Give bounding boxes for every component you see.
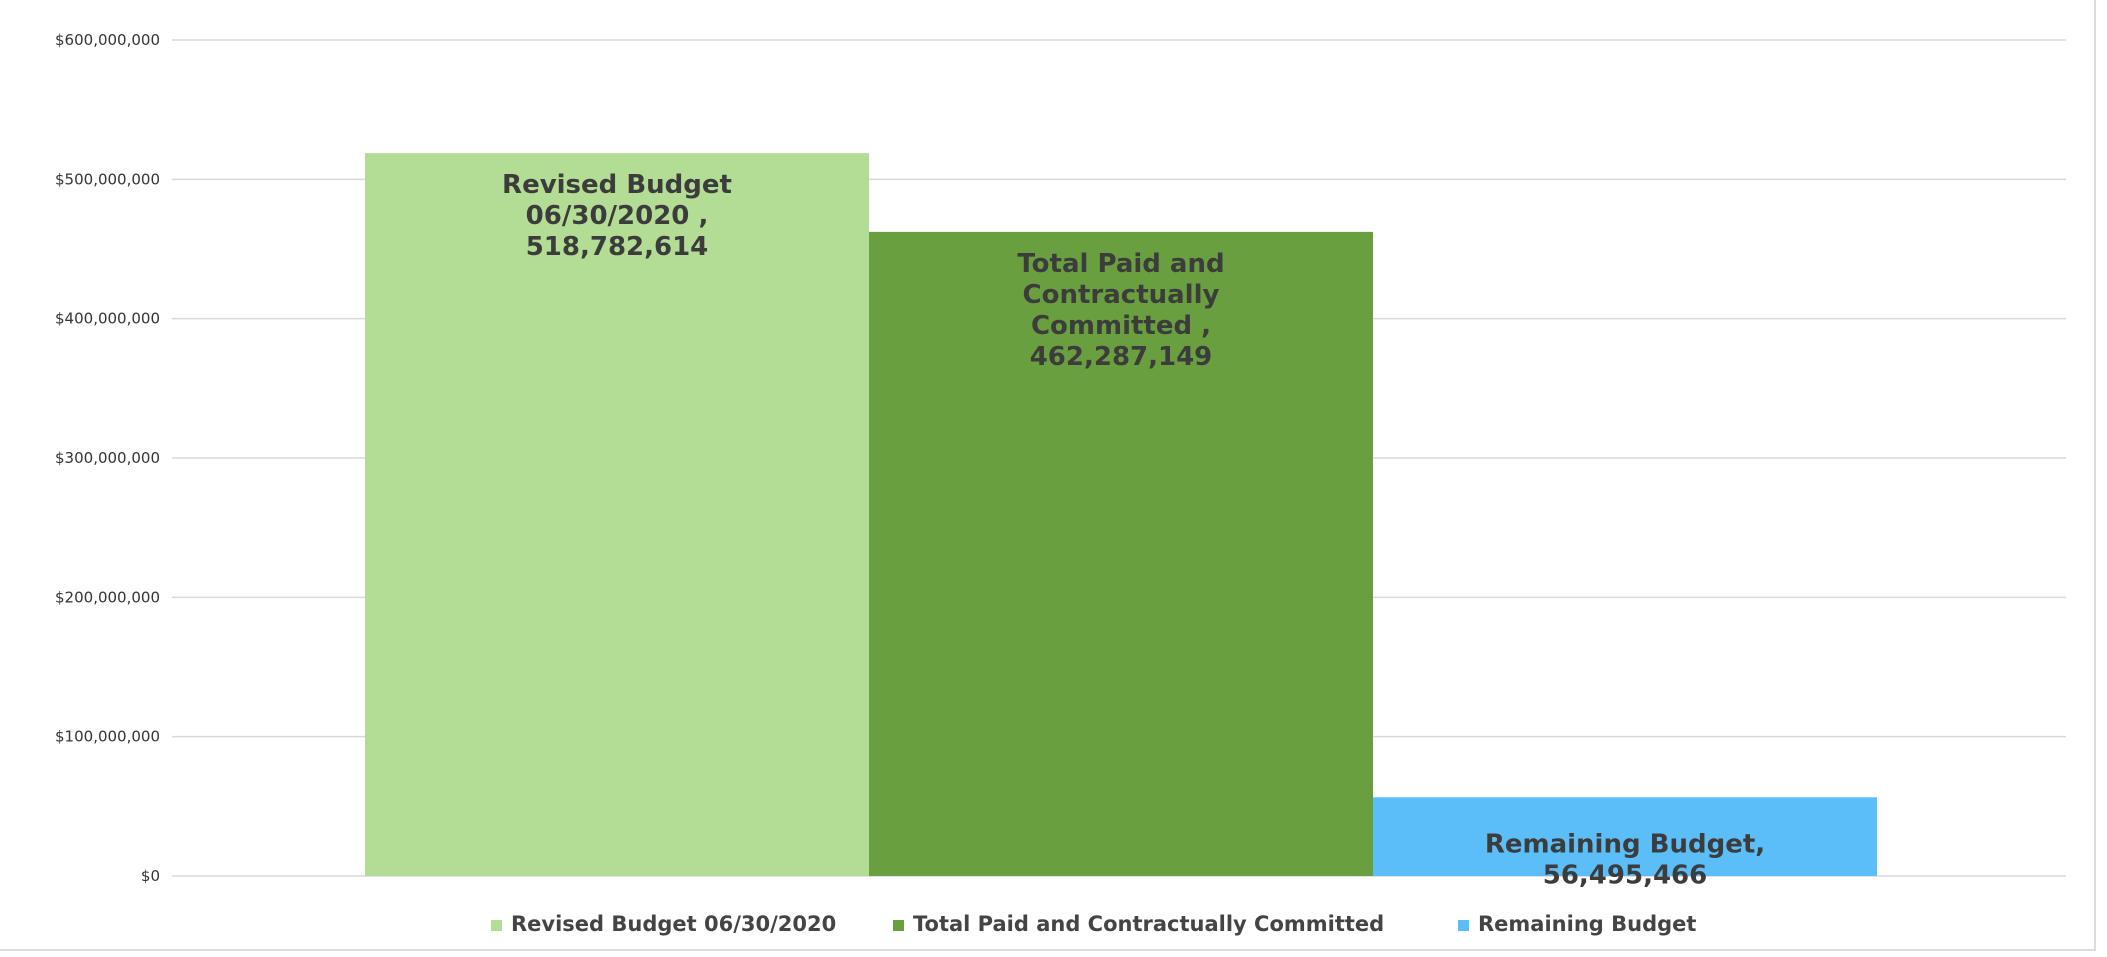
legend-label: Remaining Budget <box>1478 912 1696 936</box>
data-label: 518,782,614 <box>526 232 709 262</box>
bar <box>365 153 869 876</box>
y-tick-label: $0 <box>141 867 160 885</box>
y-axis-ticks: $0 $100,000,000 $200,000,000 $300,000,000 $4… <box>55 31 160 885</box>
legend-swatch <box>893 920 904 931</box>
y-tick-label: $200,000,000 <box>55 588 160 606</box>
y-tick-label: $500,000,000 <box>55 170 160 188</box>
bars <box>365 153 1877 877</box>
y-tick-label: $600,000,000 <box>55 31 160 49</box>
data-label: Remaining Budget, <box>1485 829 1765 859</box>
data-label: Committed , <box>1031 311 1211 341</box>
legend-label: Total Paid and Contractually Committed <box>913 912 1384 936</box>
data-label: 56,495,466 <box>1543 860 1707 890</box>
legend-swatch <box>491 920 502 931</box>
y-tick-label: $400,000,000 <box>55 310 160 328</box>
legend-label: Revised Budget 06/30/2020 <box>511 912 836 936</box>
data-label: 06/30/2020 , <box>526 201 709 231</box>
legend-swatch <box>1458 920 1469 931</box>
data-label: Revised Budget <box>502 170 732 200</box>
data-label: Total Paid and <box>1017 249 1224 279</box>
data-label: 462,287,149 <box>1030 342 1213 372</box>
legend: Revised Budget 06/30/2020 Total Paid and … <box>491 912 1696 936</box>
data-label: Contractually <box>1023 280 1220 310</box>
bar <box>869 231 1373 877</box>
y-tick-label: $300,000,000 <box>55 449 160 467</box>
y-tick-label: $100,000,000 <box>55 728 160 746</box>
bar <box>1373 797 1877 876</box>
